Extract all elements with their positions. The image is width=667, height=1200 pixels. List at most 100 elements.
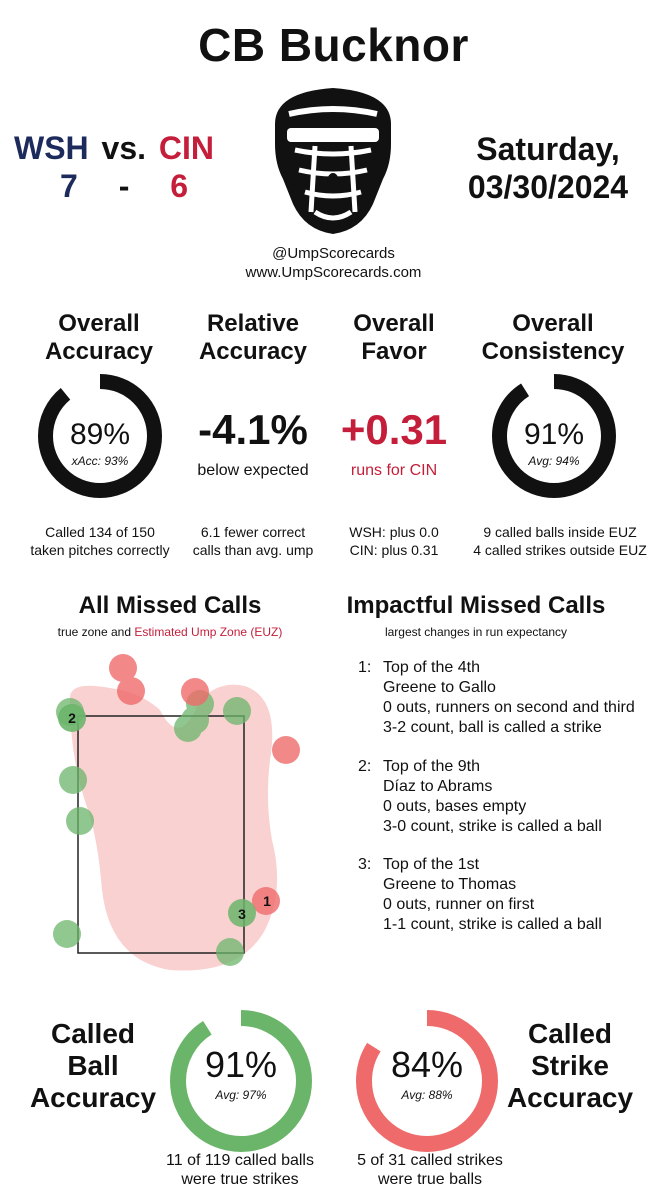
ring-fill [38, 374, 162, 498]
overall-favor-title: Overall Favor [330, 310, 458, 366]
ball-markers [53, 690, 251, 966]
called-strike-sub: Avg: 88% [401, 1088, 453, 1102]
overall-accuracy-note-line1: Called 134 of 150 [45, 524, 155, 540]
umpire-name: CB Bucknor [198, 19, 469, 71]
missed-calls-subtitle-b: Estimated Ump Zone (EUZ) [134, 625, 283, 639]
overall-favor-title-line2: Favor [361, 338, 427, 365]
impactful-item-1: 1: Top of the 4th Greene to Gallo 0 outs… [358, 658, 667, 742]
missed-calls-subtitle-a: true zone and [57, 625, 135, 639]
missed-calls-subtitle: true zone and Estimated Ump Zone (EUZ) [20, 625, 320, 639]
away-team: WSH [14, 130, 89, 166]
missed-ball-2 [58, 704, 86, 732]
impactful-matchup: Díaz to Abrams [383, 778, 493, 795]
ring-fill [356, 1010, 498, 1152]
team-row: WSH vs. CIN [14, 130, 224, 167]
date-weekday: Saturday, [476, 131, 620, 167]
called-strike-title-line2: Strike [531, 1050, 609, 1081]
missed-ball [66, 807, 94, 835]
missed-strike [109, 654, 137, 682]
overall-consistency-note: 9 called balls inside EUZ 4 called strik… [460, 523, 660, 559]
website: www.UmpScorecards.com [245, 264, 422, 281]
twitter-handle: @UmpScorecards [272, 245, 395, 262]
impactful-call: 3-0 count, strike is called a ball [383, 818, 602, 835]
overall-favor-note: WSH: plus 0.0 CIN: plus 0.31 [328, 523, 460, 559]
overall-consistency-note-line2: 4 called strikes outside EUZ [473, 542, 647, 558]
score-row: 7 - 6 [60, 168, 200, 205]
umpire-mask-icon [265, 84, 401, 238]
impactful-item-2: 2: Top of the 9th Díaz to Abrams 0 outs,… [358, 757, 667, 841]
vs-label: vs. [101, 130, 147, 166]
relative-accuracy-note-line2: calls than avg. ump [192, 542, 314, 558]
overall-consistency-note-line1: 9 called balls inside EUZ [483, 524, 637, 540]
missed-strike [117, 677, 145, 705]
called-ball-note-line1: 11 of 119 called balls [166, 1152, 314, 1169]
called-ball-sub: Avg: 97% [215, 1088, 267, 1102]
impactful-num: 2: [358, 758, 372, 775]
relative-accuracy-value: -4.1% [198, 406, 308, 453]
impactful-matchup: Greene to Gallo [383, 679, 496, 696]
impactful-situation: 0 outs, bases empty [383, 798, 527, 815]
missed-ball [216, 938, 244, 966]
called-strike-title: Called Strike Accuracy [500, 1018, 640, 1114]
overall-accuracy-note-line2: taken pitches correctly [30, 542, 170, 558]
relative-accuracy-sub: below expected [197, 462, 309, 479]
overall-consistency-title-line2: Consistency [481, 338, 625, 365]
called-ball-note-line2: were true strikes [181, 1171, 299, 1188]
impactful-num: 1: [358, 659, 372, 676]
called-strike-title-line3: Accuracy [506, 1082, 634, 1113]
overall-consistency-sub: Avg: 94% [528, 454, 580, 468]
overall-accuracy-ring [38, 374, 162, 498]
missed-ball [181, 706, 209, 734]
overall-consistency-ring [492, 374, 616, 498]
ring-fill [170, 1010, 312, 1152]
impactful-inning: Top of the 4th [383, 659, 480, 676]
marker-label-2: 2 [68, 710, 76, 726]
overall-favor-note-line2: CIN: plus 0.31 [349, 542, 439, 558]
called-ball-title-line2: Ball [67, 1050, 119, 1081]
impactful-call: 3-2 count, ball is called a strike [383, 719, 602, 736]
euz-zone [69, 684, 278, 971]
overall-consistency-title-line1: Overall [512, 310, 594, 337]
missed-ball [223, 697, 251, 725]
date-value: 03/30/2024 [467, 169, 629, 205]
overall-accuracy-sub: xAcc: 93% [71, 454, 129, 468]
called-strike-note: 5 of 31 called strikes were true balls [330, 1151, 530, 1189]
called-strike-title-line1: Called [527, 1018, 613, 1049]
relative-accuracy-title-line1: Relative [206, 310, 300, 337]
overall-favor-sub: runs for CIN [350, 462, 438, 479]
called-strike-value: 84% [390, 1044, 464, 1085]
missed-ball [53, 920, 81, 948]
overall-accuracy-value: 89% [69, 418, 131, 451]
impactful-num: 3: [358, 856, 372, 873]
called-strike-note-line1: 5 of 31 called strikes [357, 1152, 503, 1169]
called-ball-title-line3: Accuracy [29, 1082, 157, 1113]
called-strike-ring [356, 1010, 498, 1152]
relative-accuracy-title-line2: Accuracy [198, 338, 308, 365]
overall-consistency-value: 91% [523, 418, 585, 451]
missed-strike [252, 887, 280, 915]
relative-accuracy-title: Relative Accuracy [178, 310, 328, 366]
overall-accuracy-title-line2: Accuracy [44, 338, 154, 365]
relative-accuracy-note-line1: 6.1 fewer correct [200, 524, 306, 540]
impactful-inning: Top of the 1st [383, 856, 480, 873]
overall-favor-title-line1: Overall [353, 310, 435, 337]
impactful-inning: Top of the 9th [383, 758, 480, 775]
impactful-situation: 0 outs, runner on first [383, 896, 535, 913]
ring-fill [492, 374, 616, 498]
credits: @UmpScorecards www.UmpScorecards.com [0, 244, 667, 282]
called-ball-note: 11 of 119 called balls were true strikes [140, 1151, 340, 1189]
score-dash: - [118, 168, 130, 204]
missed-strike [181, 678, 209, 706]
impactful-item-3: 3: Top of the 1st Greene to Thomas 0 out… [358, 855, 667, 939]
missed-strike [272, 736, 300, 764]
called-ball-ring [170, 1010, 312, 1152]
called-ball-title-line1: Called [50, 1018, 136, 1049]
missed-ball [59, 766, 87, 794]
missed-calls-plot: 1 2 3 [40, 640, 310, 980]
home-team: CIN [158, 130, 215, 166]
impactful-title: Impactful Missed Calls [346, 592, 606, 619]
missed-calls-title: All Missed Calls [78, 592, 262, 619]
overall-accuracy-title-line1: Overall [58, 310, 140, 337]
marker-label-1: 1 [263, 893, 271, 909]
strike-markers [109, 654, 300, 915]
